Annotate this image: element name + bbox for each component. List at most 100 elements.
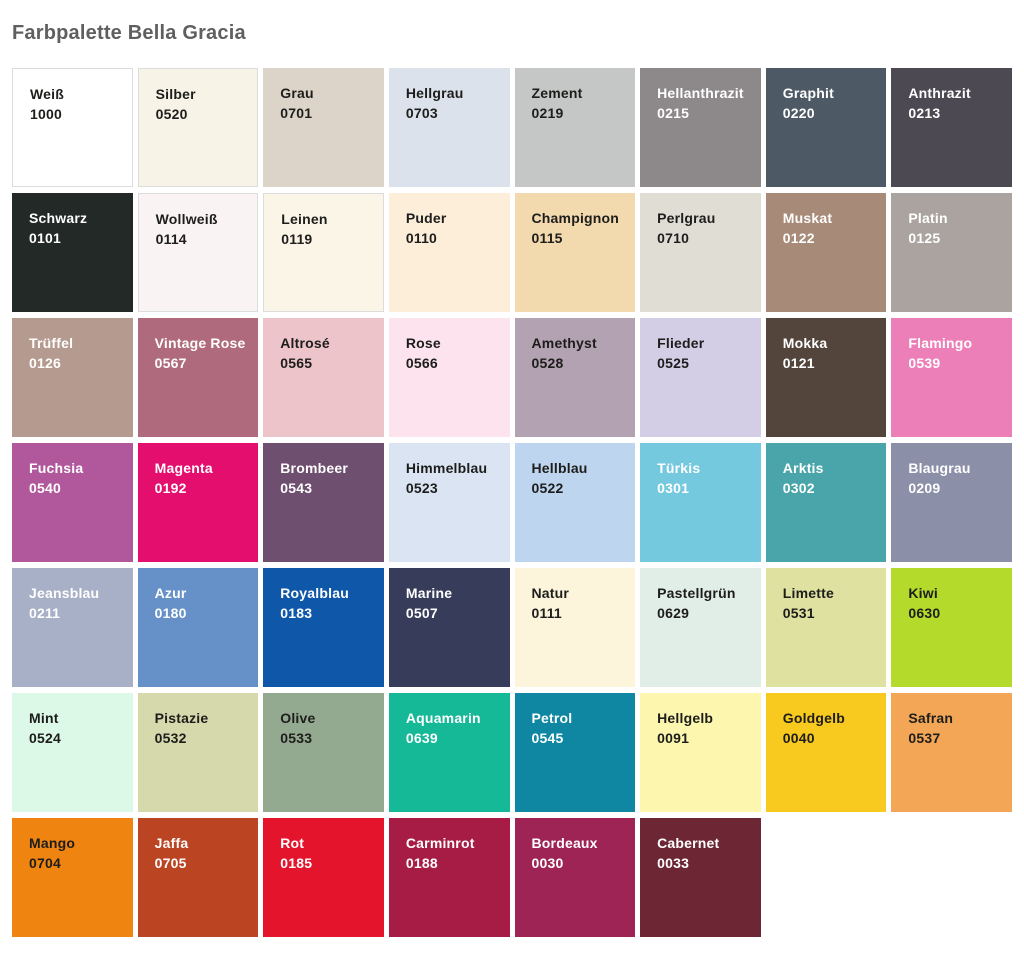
swatch-name: Kiwi — [908, 585, 938, 601]
swatch-code: 0703 — [405, 105, 438, 121]
swatch-code: 0507 — [405, 605, 438, 621]
swatch-name: Grau — [280, 85, 314, 101]
page-title: Farbpalette Bella Gracia — [12, 22, 246, 44]
swatch-code: 0091 — [657, 730, 690, 746]
color-swatch-0630: Kiwi 0630 — [891, 568, 1012, 687]
color-swatch-0520: Silber 0520 — [137, 68, 259, 187]
swatch-code: 0126 — [29, 355, 61, 371]
color-swatch-0119: Leinen 0119 — [263, 193, 384, 312]
swatch-code: 0705 — [154, 855, 187, 871]
swatch-code: 0567 — [154, 355, 187, 371]
swatch-code: 0188 — [405, 855, 438, 871]
swatch-name: Rot — [280, 835, 305, 851]
color-swatch-0523: Himmelblau 0523 — [388, 443, 510, 562]
swatch-name: Aquamarin — [405, 710, 481, 726]
color-swatch-0215: Hellanthrazit 0215 — [640, 68, 761, 187]
swatch-name: Fuchsia — [29, 460, 84, 476]
swatch-name: Anthrazit — [908, 85, 971, 101]
color-swatch-0030: Bordeaux 0030 — [514, 818, 636, 937]
swatch-code: 0525 — [657, 355, 690, 371]
swatch-code: 0180 — [154, 605, 187, 621]
color-swatch-0537: Safran 0537 — [891, 693, 1012, 812]
swatch-name: Pistazie — [154, 710, 209, 726]
swatch-name: Silber — [155, 86, 196, 102]
color-swatch-0114: Wollweiß 0114 — [137, 193, 259, 312]
swatch-name: Blaugrau — [908, 460, 971, 476]
color-swatch-0566: Rose 0566 — [388, 318, 510, 437]
swatch-code: 0101 — [29, 230, 61, 246]
swatch-code: 0125 — [908, 230, 941, 246]
empty-grid-cell — [891, 818, 1012, 937]
swatch-name: Hellgelb — [657, 710, 714, 726]
color-swatch-0121: Mokka 0121 — [765, 318, 887, 437]
swatch-name: Natur — [531, 585, 570, 601]
swatch-code: 0301 — [657, 480, 690, 496]
swatch-code: 0111 — [531, 605, 562, 621]
swatch-code: 0540 — [29, 480, 61, 496]
color-swatch-0122: Muskat 0122 — [765, 193, 887, 312]
color-swatch-0209: Blaugrau 0209 — [891, 443, 1012, 562]
palette-grid: Weiß 1000 Silber 0520 Grau 0701 Hellgrau 0703 Ze… — [12, 68, 1012, 937]
swatch-name: Weiß — [30, 86, 64, 102]
swatch-name: Wollweiß — [155, 211, 218, 227]
swatch-code: 0183 — [280, 605, 313, 621]
swatch-code: 0040 — [782, 730, 815, 746]
swatch-name: Graphit — [782, 85, 834, 101]
color-swatch-0301: Türkis 0301 — [640, 443, 761, 562]
swatch-name: Royalblau — [280, 585, 349, 601]
swatch-code: 0209 — [908, 480, 941, 496]
swatch-code: 0710 — [657, 230, 690, 246]
color-swatch-0710: Perlgrau 0710 — [640, 193, 761, 312]
swatch-name: Türkis — [657, 460, 701, 476]
swatch-code: 0219 — [531, 105, 564, 121]
empty-grid-cell — [766, 818, 887, 937]
color-swatch-0522: Hellblau 0522 — [514, 443, 636, 562]
swatch-code: 0539 — [908, 355, 941, 371]
color-swatch-0565: Altrosé 0565 — [263, 318, 384, 437]
color-swatch-0126: Trüffel 0126 — [12, 318, 133, 437]
color-swatch-0629: Pastellgrün 0629 — [640, 568, 761, 687]
swatch-code: 0532 — [154, 730, 187, 746]
swatch-code: 0704 — [29, 855, 61, 871]
swatch-code: 0533 — [280, 730, 313, 746]
swatch-name: Limette — [782, 585, 834, 601]
swatch-name: Marine — [405, 585, 453, 601]
swatch-name: Hellblau — [531, 460, 588, 476]
swatch-code: 0565 — [280, 355, 313, 371]
color-swatch-0533: Olive 0533 — [263, 693, 384, 812]
color-swatch-0532: Pistazie 0532 — [137, 693, 259, 812]
swatch-code: 0524 — [29, 730, 61, 746]
color-swatch-0507: Marine 0507 — [388, 568, 510, 687]
swatch-code: 0030 — [531, 855, 564, 871]
swatch-name: Himmelblau — [405, 460, 488, 476]
swatch-name: Azur — [154, 585, 187, 601]
color-swatch-0110: Puder 0110 — [388, 193, 510, 312]
color-swatch-0545: Petrol 0545 — [514, 693, 636, 812]
color-swatch-0192: Magenta 0192 — [137, 443, 259, 562]
swatch-code: 0122 — [782, 230, 815, 246]
swatch-name: Pastellgrün — [657, 585, 736, 601]
color-swatch-0567: Vintage Rose 0567 — [137, 318, 259, 437]
color-swatch-0528: Amethyst 0528 — [514, 318, 636, 437]
color-swatch-0180: Azur 0180 — [137, 568, 259, 687]
swatch-code: 0523 — [405, 480, 438, 496]
swatch-name: Mokka — [782, 335, 828, 351]
swatch-name: Champignon — [531, 210, 620, 226]
swatch-code: 0639 — [405, 730, 438, 746]
color-swatch-0115: Champignon 0115 — [514, 193, 636, 312]
swatch-name: Cabernet — [657, 835, 720, 851]
color-swatch-0125: Platin 0125 — [891, 193, 1012, 312]
color-swatch-0525: Flieder 0525 — [640, 318, 761, 437]
swatch-name: Olive — [280, 710, 316, 726]
swatch-code: 0520 — [155, 106, 188, 122]
swatch-code: 0522 — [531, 480, 564, 496]
swatch-code: 0629 — [657, 605, 690, 621]
swatch-code: 0215 — [657, 105, 690, 121]
swatch-code: 0528 — [531, 355, 564, 371]
swatch-code: 0110 — [405, 230, 438, 246]
color-swatch-0040: Goldgelb 0040 — [765, 693, 887, 812]
color-swatch-0033: Cabernet 0033 — [640, 818, 761, 937]
color-swatch-0220: Graphit 0220 — [765, 68, 887, 187]
swatch-code: 0211 — [29, 605, 61, 621]
